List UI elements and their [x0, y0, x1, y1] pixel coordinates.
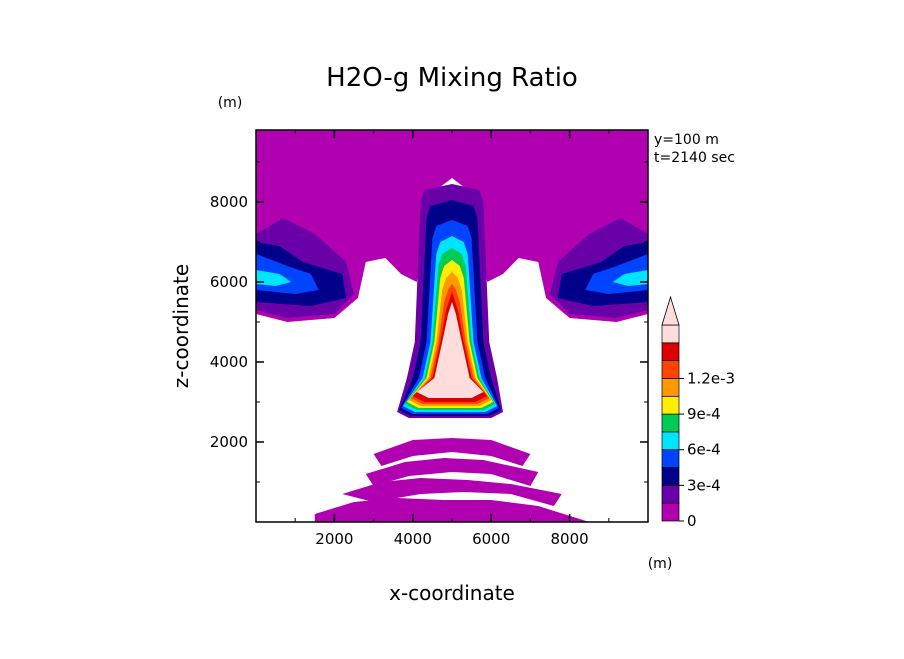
annotation-t: t=2140 sec [654, 150, 735, 166]
colorbar-swatch [661, 324, 680, 344]
colorbar-label: 1.2e-3 [687, 369, 735, 387]
colorbar-swatch [661, 342, 680, 361]
chart-title: H2O-g Mixing Ratio [326, 63, 578, 93]
x-unit-label: (m) [648, 556, 673, 572]
region-right-cyan [612, 270, 648, 286]
lower-band-2 [342, 478, 562, 506]
colorbar-swatch [661, 395, 680, 415]
region-left-cyan [256, 270, 292, 286]
region-upper-layer [256, 130, 648, 322]
colorbar-extend-arrow [661, 295, 680, 326]
colorbar-swatch [661, 502, 680, 522]
colorbar-label: 6e-4 [687, 441, 721, 459]
x-tick-label: 2000 [315, 530, 353, 548]
y-tick-label: 4000 [210, 353, 248, 371]
axis-ticks: 2000 4000 6000 8000 2000 4000 6000 8000 [210, 130, 648, 548]
x-tick-label: 6000 [472, 530, 510, 548]
colorbar-swatch [661, 449, 680, 468]
colorbar-swatch [661, 413, 680, 433]
y-unit-label: (m) [218, 95, 243, 111]
annotation-y: y=100 m [654, 132, 719, 148]
y-tick-label: 6000 [210, 273, 248, 291]
x-axis-label: x-coordinate [389, 581, 515, 605]
colorbar: 0 3e-4 6e-4 9e-4 1.2e-3 [661, 295, 735, 530]
y-tick-label: 2000 [210, 433, 248, 451]
colorbar-label: 3e-4 [687, 476, 721, 494]
colorbar-swatch [661, 360, 680, 379]
lower-band-3 [314, 498, 590, 522]
lower-band-1 [365, 458, 539, 486]
colorbar-swatch [661, 485, 680, 504]
y-tick-label: 8000 [210, 193, 248, 211]
plume-level-9 [416, 296, 484, 398]
lower-band-0 [373, 438, 531, 466]
colorbar-label: 9e-4 [687, 405, 721, 423]
colorbar-label: 0 [687, 512, 697, 530]
colorbar-swatch [661, 467, 680, 486]
x-tick-label: 8000 [551, 530, 589, 548]
y-axis-label: z-coordinate [169, 264, 193, 388]
colorbar-swatch [661, 378, 680, 397]
x-tick-label: 4000 [394, 530, 432, 548]
colorbar-swatch [661, 431, 680, 451]
contour-field [256, 130, 648, 522]
